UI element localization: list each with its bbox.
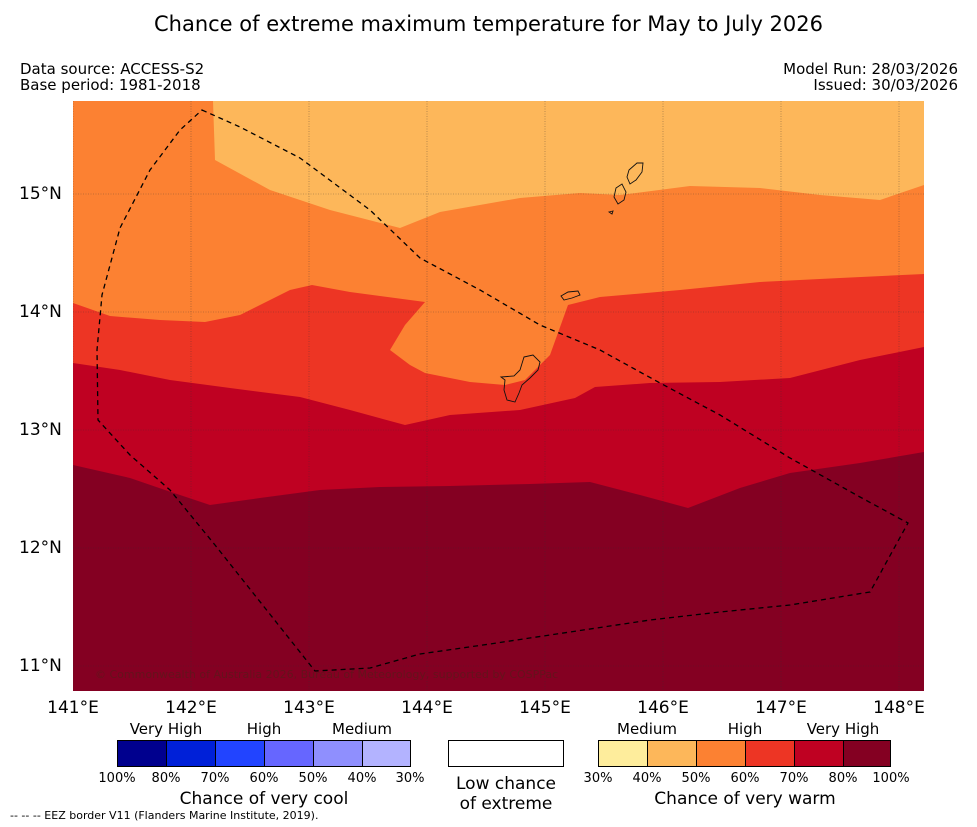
map-title: Chance of extreme maximum temperature fo…: [153, 12, 823, 36]
low-chance-line2: of extreme: [459, 794, 553, 814]
warm-cat-medium: Medium: [617, 720, 677, 738]
cool-swatch-50-40: [313, 740, 363, 767]
cool-cat-very-high: Very High: [129, 720, 203, 738]
warm-cat-very-high: Very High: [806, 720, 880, 738]
lon-label-143e: 143°E: [283, 698, 335, 718]
lat-label-12n: 12°N: [19, 538, 62, 558]
cool-swatch-60-50: [264, 740, 314, 767]
warm-tick-70: 70%: [779, 771, 809, 786]
warm-tick-30: 30%: [583, 771, 613, 786]
island-rota: [560, 290, 581, 301]
lat-label-11n: 11°N: [19, 656, 62, 676]
warm-swatch-40-50: [647, 740, 697, 767]
cool-swatch-80-70: [166, 740, 216, 767]
island-saipan: [626, 162, 644, 185]
cool-tick-40: 40%: [347, 771, 377, 786]
warm-tick-80: 80%: [828, 771, 858, 786]
cool-tick-100: 100%: [98, 771, 136, 786]
copyright-notice: © Commonwealth of Australia 2026, Bureau…: [95, 668, 559, 681]
cool-legend-title: Chance of very cool: [179, 789, 349, 809]
lat-label-13n: 13°N: [19, 420, 62, 440]
lat-label-15n: 15°N: [19, 184, 62, 204]
cool-tick-60: 60%: [249, 771, 279, 786]
cool-cat-medium: Medium: [332, 720, 392, 738]
data-source-info: Data source: ACCESS-S2 Base period: 1981…: [20, 61, 204, 93]
low-chance-line1: Low chance: [456, 774, 556, 794]
cool-tick-80: 80%: [151, 771, 181, 786]
islands: [499, 162, 644, 403]
island-guam: [499, 354, 541, 403]
lon-label-148e: 148°E: [873, 698, 925, 718]
warm-swatch-80-100: [843, 740, 891, 767]
lat-label-14n: 14°N: [19, 302, 62, 322]
warm-legend-title: Chance of very warm: [654, 789, 836, 809]
warm-tick-100: 100%: [872, 771, 910, 786]
low-chance-swatch: [448, 740, 564, 767]
island-aguijan: [607, 210, 614, 215]
low-chance-label: Low chance of extreme: [456, 774, 556, 814]
cool-tick-30: 30%: [395, 771, 425, 786]
cool-swatch-40-30: [362, 740, 411, 767]
warm-tick-50: 50%: [681, 771, 711, 786]
lon-label-147e: 147°E: [755, 698, 807, 718]
zone-very-high-80: [73, 452, 924, 691]
warm-tick-40: 40%: [632, 771, 662, 786]
warm-swatch-60-70: [745, 740, 795, 767]
island-tinian: [613, 183, 627, 205]
lon-label-145e: 145°E: [519, 698, 571, 718]
eez-border: [96, 109, 909, 672]
map-area: [73, 101, 924, 691]
model-run-info: Model Run: 28/03/2026 Issued: 30/03/2026: [783, 61, 958, 93]
graticule: [73, 101, 924, 691]
lon-label-142e: 142°E: [165, 698, 217, 718]
lon-label-144e: 144°E: [401, 698, 453, 718]
warm-swatch-50-60: [696, 740, 746, 767]
base-period: Base period: 1981-2018: [20, 76, 201, 94]
data-source: Data source: ACCESS-S2: [20, 60, 205, 78]
cool-swatch-100-80: [117, 740, 167, 767]
issued-date: Issued: 30/03/2026: [813, 76, 958, 94]
warm-swatch-70-80: [794, 740, 844, 767]
lon-label-146e: 146°E: [637, 698, 689, 718]
model-run: Model Run: 28/03/2026: [783, 60, 958, 78]
cool-tick-70: 70%: [200, 771, 230, 786]
cool-swatch-70-60: [215, 740, 265, 767]
warm-tick-60: 60%: [730, 771, 760, 786]
cool-cat-high: High: [246, 720, 282, 738]
lon-label-141e: 141°E: [47, 698, 99, 718]
warm-swatch-30-40: [598, 740, 648, 767]
warm-cat-high: High: [727, 720, 763, 738]
eez-border-note: -- -- -- EEZ border V11 (Flanders Marine…: [10, 809, 319, 822]
cool-tick-50: 50%: [298, 771, 328, 786]
